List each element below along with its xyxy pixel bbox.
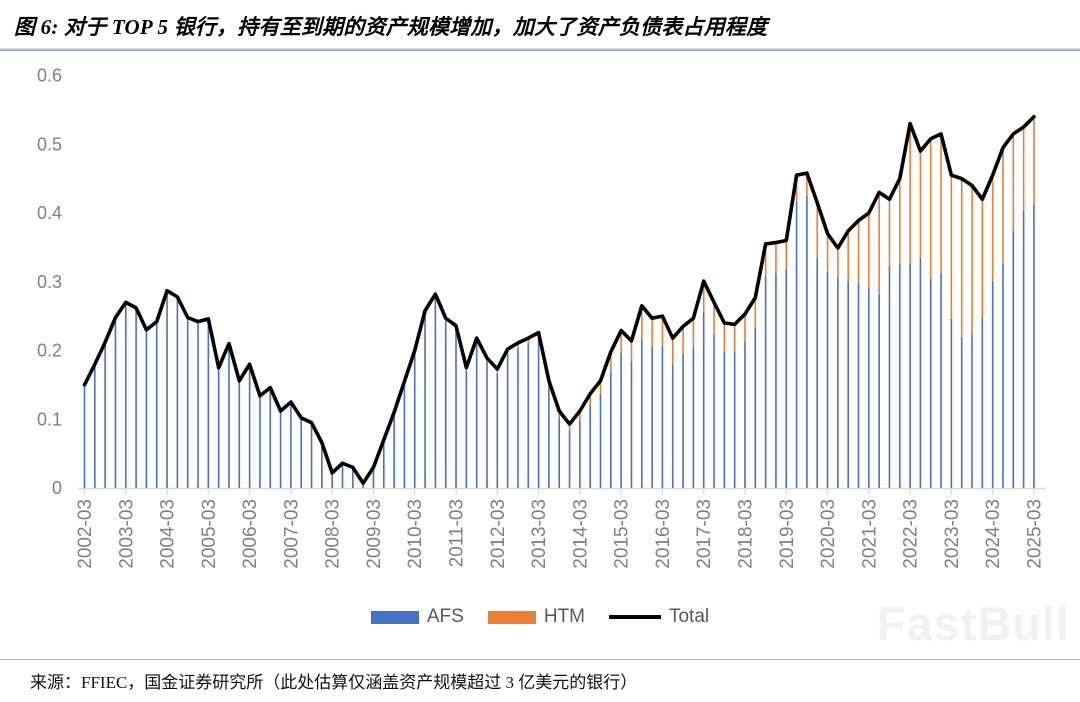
- svg-text:0.6: 0.6: [37, 66, 62, 86]
- legend-item-total: Total: [608, 606, 710, 628]
- legend-item-htm: HTM: [487, 606, 585, 628]
- svg-text:2002-03: 2002-03: [75, 499, 96, 569]
- svg-text:2018-03: 2018-03: [735, 499, 756, 569]
- legend-item-afs: AFS: [370, 606, 464, 628]
- svg-text:2013-03: 2013-03: [529, 499, 550, 569]
- svg-text:2004-03: 2004-03: [158, 499, 179, 569]
- svg-text:2020-03: 2020-03: [818, 499, 839, 569]
- svg-text:2010-03: 2010-03: [405, 499, 426, 569]
- htm-swatch: [487, 610, 536, 624]
- svg-text:2021-03: 2021-03: [859, 499, 880, 569]
- svg-text:2017-03: 2017-03: [694, 499, 715, 569]
- title-divider: [0, 48, 1080, 51]
- svg-text:2007-03: 2007-03: [281, 499, 302, 569]
- chart-area: 0 0.1 0.2 0.3 0.4 0.5 0.6 2002-03 2003-03 2004-03…: [0, 51, 1080, 596]
- svg-text:2023-03: 2023-03: [942, 499, 963, 569]
- svg-text:2005-03: 2005-03: [199, 499, 220, 569]
- figure-container: 图 6: 对于 TOP 5 银行，持有至到期的资产规模增加，加大了资产负债表占用…: [0, 15, 1080, 692]
- svg-text:2009-03: 2009-03: [364, 499, 385, 569]
- total-line-swatch: [608, 615, 661, 619]
- afs-swatch: [370, 610, 419, 624]
- svg-text:0.5: 0.5: [37, 134, 62, 154]
- svg-text:2019-03: 2019-03: [777, 499, 798, 569]
- svg-text:2022-03: 2022-03: [901, 499, 922, 569]
- svg-text:2014-03: 2014-03: [570, 499, 591, 569]
- total-legend-label: Total: [668, 606, 710, 627]
- combo-chart: 0 0.1 0.2 0.3 0.4 0.5 0.6 2002-03 2003-03 2004-03…: [37, 66, 1046, 569]
- svg-text:0.3: 0.3: [37, 272, 62, 292]
- svg-text:0: 0: [52, 478, 62, 498]
- svg-text:2016-03: 2016-03: [653, 499, 674, 569]
- svg-text:0.4: 0.4: [37, 203, 62, 223]
- svg-text:0.2: 0.2: [37, 341, 62, 361]
- svg-text:2012-03: 2012-03: [488, 499, 509, 569]
- chart-legend: AFS HTM Total: [0, 606, 1080, 628]
- svg-text:2008-03: 2008-03: [323, 499, 344, 569]
- figure-title: 图 6: 对于 TOP 5 银行，持有至到期的资产规模增加，加大了资产负债表占用…: [14, 15, 768, 39]
- svg-text:2006-03: 2006-03: [240, 499, 261, 569]
- svg-text:2003-03: 2003-03: [116, 499, 137, 569]
- afs-legend-label: AFS: [426, 606, 464, 627]
- svg-text:2025-03: 2025-03: [1024, 499, 1045, 569]
- footer-divider: [0, 659, 1080, 660]
- svg-text:2015-03: 2015-03: [612, 499, 633, 569]
- htm-legend-label: HTM: [543, 606, 585, 627]
- svg-text:2011-03: 2011-03: [447, 499, 468, 567]
- svg-text:0.1: 0.1: [37, 409, 62, 429]
- source-text: 来源：FFIEC，国金证券研究所（此处估算仅涵盖资产规模超过 3 亿美元的银行）: [30, 673, 638, 692]
- svg-text:2024-03: 2024-03: [983, 499, 1004, 569]
